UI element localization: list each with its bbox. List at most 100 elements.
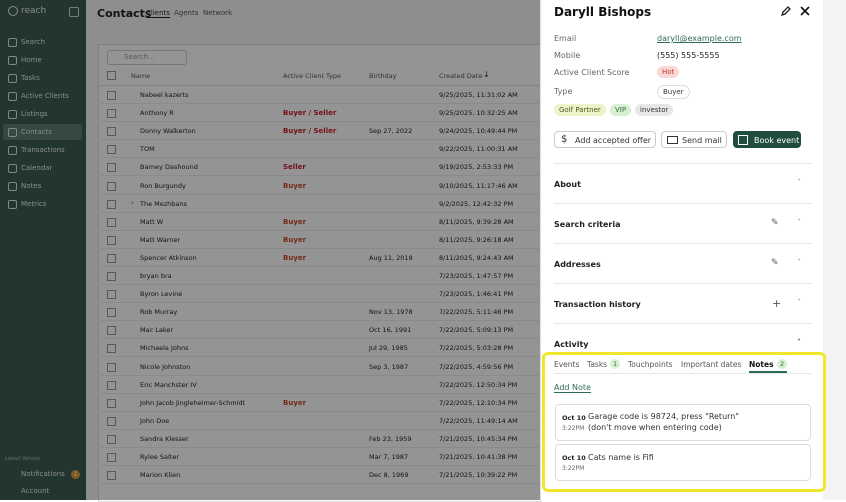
checkbox[interactable] [107, 416, 116, 426]
add-offer-button[interactable]: Add accepted offer [554, 131, 656, 148]
activity-tab[interactable]: Events [554, 360, 580, 369]
note-time: 3:22PM [562, 425, 585, 432]
nav-item[interactable]: Active Clients [21, 92, 69, 100]
section-title[interactable]: Addresses [554, 260, 601, 269]
account[interactable]: Account [21, 487, 50, 495]
note-text: (don't move when entering code) [588, 423, 722, 432]
checkbox[interactable] [107, 326, 116, 336]
activity-tab[interactable]: Notes [749, 360, 774, 369]
field-value[interactable]: daryll@example.com [657, 34, 742, 43]
nav-item[interactable]: Metrics [21, 200, 47, 208]
contact-name[interactable]: John Doe [140, 416, 170, 425]
field-label: Mobile [554, 51, 581, 60]
contact-name[interactable]: Nabeel kazerts [140, 91, 189, 99]
checkbox[interactable] [107, 398, 116, 408]
contact-name[interactable]: Sandra Klesser [140, 434, 189, 443]
checkbox[interactable] [107, 253, 116, 263]
column-header: Name [131, 72, 151, 80]
nav-item[interactable]: Calendar [21, 164, 53, 172]
contact-name[interactable]: Donny Walkerton [140, 127, 196, 136]
checkbox[interactable] [107, 434, 116, 444]
checkbox[interactable] [107, 344, 116, 354]
contact-name[interactable]: Spencer Atkinson [140, 253, 197, 262]
contact-name: Daryll Bishops [554, 5, 652, 19]
contact-name[interactable]: Eric Manchster IV [140, 380, 197, 389]
checkbox[interactable] [107, 217, 116, 227]
activity-tab[interactable]: Tasks [587, 360, 608, 369]
contact-name[interactable]: Rylee Salter [140, 453, 180, 461]
contact-name[interactable]: Matt Warner [140, 235, 181, 244]
checkbox[interactable] [107, 235, 116, 245]
add-note-link[interactable]: Add Note [554, 383, 591, 393]
nav-item[interactable]: Search [21, 38, 46, 46]
nav-item[interactable]: Notes [21, 182, 42, 190]
section-title[interactable]: Transaction history [554, 300, 641, 309]
chevron: ˄ [797, 338, 801, 347]
checkbox[interactable] [107, 71, 116, 80]
checkbox[interactable] [107, 181, 116, 191]
checkbox[interactable] [107, 199, 116, 209]
chevron: ˅ [797, 298, 801, 307]
contact-name[interactable]: TOM [140, 145, 155, 154]
collapse-button[interactable] [69, 7, 79, 17]
checkbox[interactable] [107, 308, 116, 318]
tab-underline [749, 371, 787, 373]
contact-name[interactable]: Marion Klien [140, 471, 181, 480]
contact-name[interactable]: Barney Dashound [140, 163, 198, 172]
checkbox[interactable] [107, 272, 116, 281]
tab[interactable]: Clients [146, 9, 170, 18]
nav-item[interactable]: Contacts [21, 128, 52, 136]
tab[interactable]: Network [203, 9, 233, 17]
tag: VIP [610, 104, 632, 116]
checkbox[interactable] [107, 91, 116, 100]
nav-item[interactable]: Listings [21, 110, 48, 118]
created-date: 7/21/2025, 10:41:38 PM [439, 453, 518, 461]
checkbox[interactable] [107, 145, 116, 155]
contact-name[interactable]: Mac Laker [140, 326, 174, 335]
nav-item[interactable]: Tasks [21, 74, 40, 82]
checkbox[interactable] [107, 127, 116, 137]
contact-name[interactable]: Nicole Johnston [140, 362, 191, 371]
row-line [98, 247, 540, 249]
checkbox[interactable] [107, 471, 116, 481]
notifications[interactable]: Notifications [21, 470, 65, 478]
contact-name[interactable]: Byron Levine [140, 290, 183, 299]
contact-name[interactable]: bryan bra [140, 272, 172, 280]
send-mail-button[interactable]: Send mail [661, 131, 727, 148]
created-date: 9/24/2025, 10:49:44 PM [439, 127, 518, 136]
checkbox[interactable] [107, 362, 116, 372]
row-line [98, 175, 540, 177]
activity-tab[interactable]: Touchpoints [628, 360, 673, 369]
tab[interactable]: Agents [174, 9, 199, 17]
overlay[interactable] [0, 0, 540, 500]
checkbox[interactable] [107, 380, 116, 390]
nav-icon [8, 182, 17, 191]
contact-name[interactable]: John Jacob Jingleheimer-Schmidt [140, 398, 246, 407]
section-title[interactable]: Search criteria [554, 220, 621, 229]
page-title: Contacts [97, 7, 152, 20]
close-icon[interactable] [800, 6, 810, 16]
created-date: 9/25/2025, 11:31:02 AM [439, 91, 518, 99]
checkbox[interactable] [107, 163, 116, 173]
contact-name[interactable]: Michaela Johns [140, 344, 189, 353]
section-title[interactable]: Activity [554, 340, 589, 349]
checkbox[interactable] [107, 109, 116, 119]
contact-name[interactable]: Rob Murray [140, 308, 178, 317]
nav-item[interactable]: Transactions [21, 146, 65, 154]
row-line [98, 284, 540, 285]
contact-name[interactable]: Ron Burgundy [140, 181, 186, 190]
contact-name[interactable]: Anthony R [140, 109, 174, 118]
created-date: 7/21/2025, 10:39:22 PM [439, 471, 518, 480]
checkbox[interactable] [107, 290, 116, 300]
section-title[interactable]: About [554, 180, 581, 189]
search-input[interactable]: Search... [107, 50, 187, 65]
book-event-button[interactable]: Book event [733, 131, 801, 148]
checkbox[interactable] [107, 453, 116, 462]
tag: Golf Partner [554, 104, 606, 116]
contact-name[interactable]: The Mezhbans [140, 199, 187, 208]
nav-item[interactable]: Home [21, 56, 42, 64]
activity-tab[interactable]: Important dates [681, 360, 742, 369]
edit-icon[interactable] [781, 6, 791, 16]
note-card [555, 404, 811, 441]
contact-name[interactable]: Matt W [140, 217, 164, 226]
